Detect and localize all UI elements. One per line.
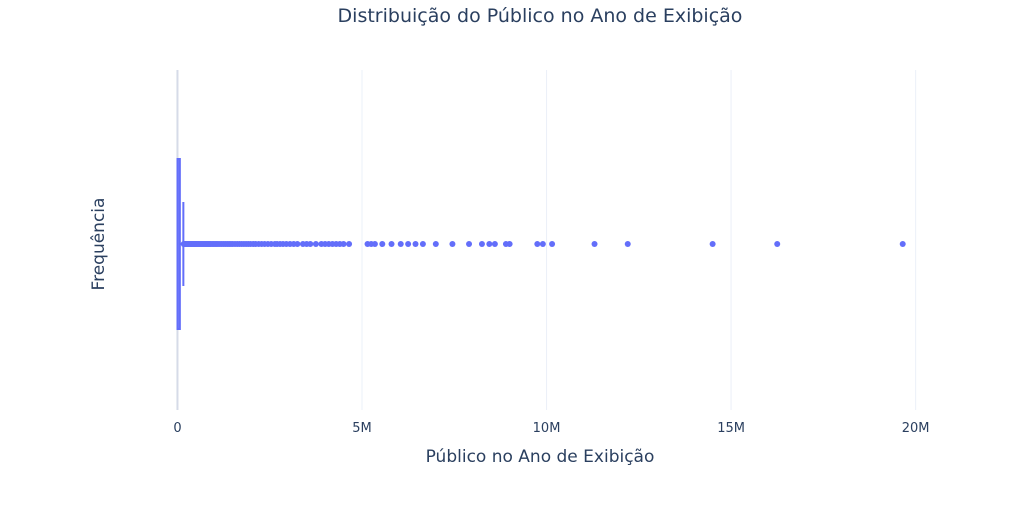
x-tick-label: 0 [173, 421, 181, 436]
outlier-point [379, 241, 386, 247]
outlier-point [506, 241, 513, 247]
outlier-point [549, 241, 556, 247]
chart-title: Distribuição do Público no Ano de Exibiç… [338, 5, 743, 27]
outlier-point [346, 241, 353, 247]
outlier-point [340, 241, 347, 247]
x-tick-label: 15M [717, 421, 745, 436]
outlier-point [709, 241, 716, 247]
outlier-point [312, 241, 319, 247]
outlier-point [539, 241, 546, 247]
gridlines [176, 70, 917, 410]
outlier-point [307, 241, 314, 247]
outlier-point [591, 241, 598, 247]
outlier-point [449, 241, 456, 247]
y-axis-title: Frequência [89, 198, 109, 291]
outlier-point [486, 241, 493, 247]
outlier-point [412, 241, 419, 247]
outlier-point [899, 241, 906, 247]
outlier-point [624, 241, 631, 247]
outlier-point [534, 241, 541, 247]
outlier-point [397, 241, 404, 247]
outlier-point [419, 241, 426, 247]
x-tick-label: 10M [533, 421, 561, 436]
outlier-point [388, 241, 395, 247]
outlier-point [371, 241, 378, 247]
x-axis-title: Público no Ano de Exibição [426, 447, 655, 467]
outlier-point [491, 241, 498, 247]
x-axis-ticks: 0 5M 10M 15M 20M [173, 421, 929, 436]
x-tick-label: 20M [902, 421, 930, 436]
outlier-point [774, 241, 781, 247]
outlier-point [478, 241, 485, 247]
outlier-point [466, 241, 473, 247]
outlier-point [405, 241, 412, 247]
outlier-point [432, 241, 439, 247]
x-tick-label: 5M [352, 421, 372, 436]
outlier-points [180, 241, 906, 247]
outlier-point [294, 241, 301, 247]
